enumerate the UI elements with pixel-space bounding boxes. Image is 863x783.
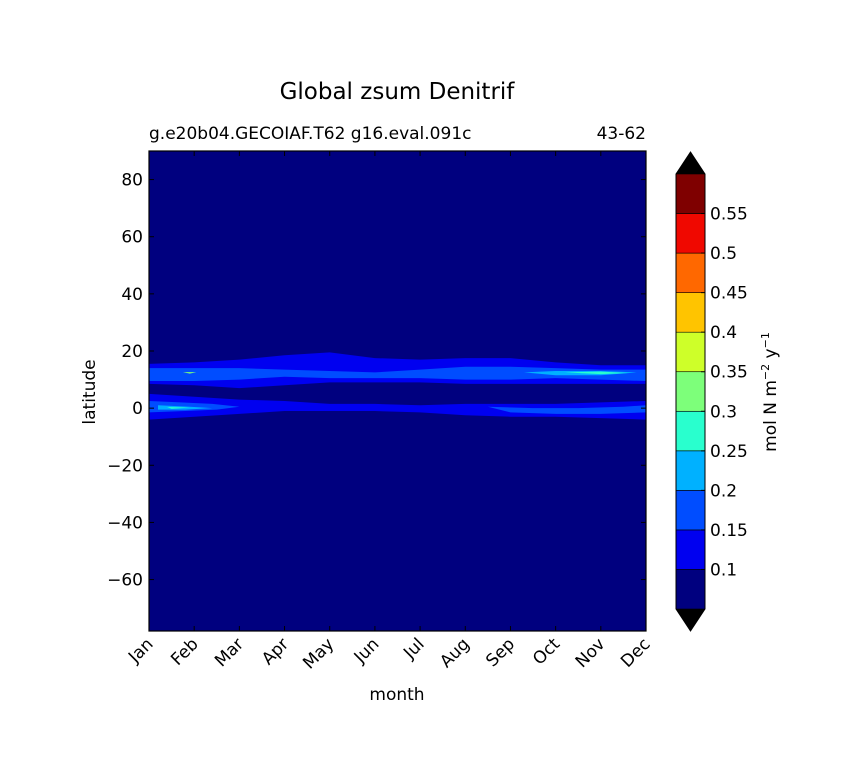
x-tick-label-nov: Nov [572, 634, 610, 672]
plot-background [149, 151, 646, 631]
colorbar-tick-label-6: 0.4 [710, 323, 737, 343]
x-tick-label-apr: Apr [258, 634, 293, 669]
colorbar-label-unit: mol N m [761, 380, 781, 452]
x-tick-label-jan: Jan [124, 634, 157, 667]
y-tick-label-3: 20 [121, 342, 143, 362]
colorbar-tick-label-2: 0.2 [710, 481, 737, 501]
plot-area [148, 150, 647, 632]
contour-band-7 [564, 371, 628, 375]
colorbar-tick-label-8: 0.5 [710, 244, 737, 264]
colorbar-outline [675, 151, 706, 632]
colorbar-bin-0 [675, 569, 706, 610]
y-tick-label-4: 0 [132, 399, 143, 419]
colorbar-bin-8 [675, 252, 706, 293]
colorbar-tick-label-1: 0.15 [710, 521, 748, 541]
contour-band-9 [182, 372, 197, 374]
x-tick-label-jun: Jun [350, 634, 384, 668]
colorbar-label: mol N m−2 y−1 [759, 332, 781, 452]
colorbar-tick-label-0: 0.1 [710, 560, 737, 580]
colorbar-bin-1 [675, 529, 706, 570]
colorbar-tick-label-5: 0.35 [710, 363, 748, 383]
y-tick-label-1: 60 [121, 228, 143, 248]
y-tick-label-0: 80 [121, 171, 143, 191]
contour-band-4 [487, 405, 646, 414]
x-tick-label-dec: Dec [617, 634, 654, 671]
colorbar-bin-7 [675, 292, 706, 333]
contour-band-1 [149, 366, 646, 381]
colorbar-tick-label-4: 0.3 [710, 402, 737, 422]
colorbar-extend-under [676, 609, 705, 631]
contour-band-8 [167, 407, 190, 409]
colorbar-bin-10 [675, 173, 706, 214]
colorbar-tick-label-3: 0.25 [710, 442, 748, 462]
colorbar-tick-label-7: 0.45 [710, 284, 748, 304]
y-axis: 80 60 40 20 0 −20 −40 −60 [107, 171, 646, 591]
colorbar-bin-2 [675, 490, 706, 531]
y-tick-label-5: −20 [107, 456, 143, 476]
colorbar-label-mid: y [761, 348, 781, 363]
colorbar-bin-6 [675, 331, 706, 373]
y-tick-label-6: −40 [107, 513, 143, 533]
colorbar-bin-4 [675, 410, 706, 452]
colorbar-label-exp1: −2 [759, 364, 772, 380]
y-axis-label: latitude [80, 359, 100, 424]
colorbar-bin-3 [675, 450, 706, 491]
plot-frame [148, 150, 647, 632]
x-tick-label-sep: Sep [482, 634, 519, 671]
chart-subtitle-right: 43-62 [597, 124, 646, 144]
x-tick-label-aug: Aug [436, 634, 474, 672]
x-tick-label-feb: Feb [167, 634, 202, 669]
x-tick-label-jul: Jul [399, 634, 428, 663]
colorbar-tick-label-9: 0.55 [710, 205, 748, 225]
x-tick-label-mar: Mar [211, 634, 248, 671]
colorbar-bin-9 [675, 213, 706, 254]
x-tick-label-oct: Oct [529, 634, 564, 669]
colorbar-label-exp2: −1 [759, 332, 772, 348]
y-tick-label-7: −60 [107, 571, 143, 591]
colorbar-extend-over [676, 152, 705, 174]
chart-title: Global zsum Denitrif [280, 79, 516, 105]
chart-subtitle-left: g.e20b04.GECOIAF.T62 g16.eval.091c [149, 124, 471, 144]
y-tick-label-2: 40 [121, 285, 143, 305]
contour-band-2 [149, 393, 646, 420]
x-axis-label: month [369, 685, 424, 705]
colorbar: 0.1 0.15 0.2 0.25 0.3 0.35 0.4 0.45 0.5 0.55 [675, 151, 748, 632]
colorbar-bin-5 [675, 371, 706, 412]
contour-bands [149, 352, 646, 420]
x-tick-label-may: May [299, 634, 338, 673]
